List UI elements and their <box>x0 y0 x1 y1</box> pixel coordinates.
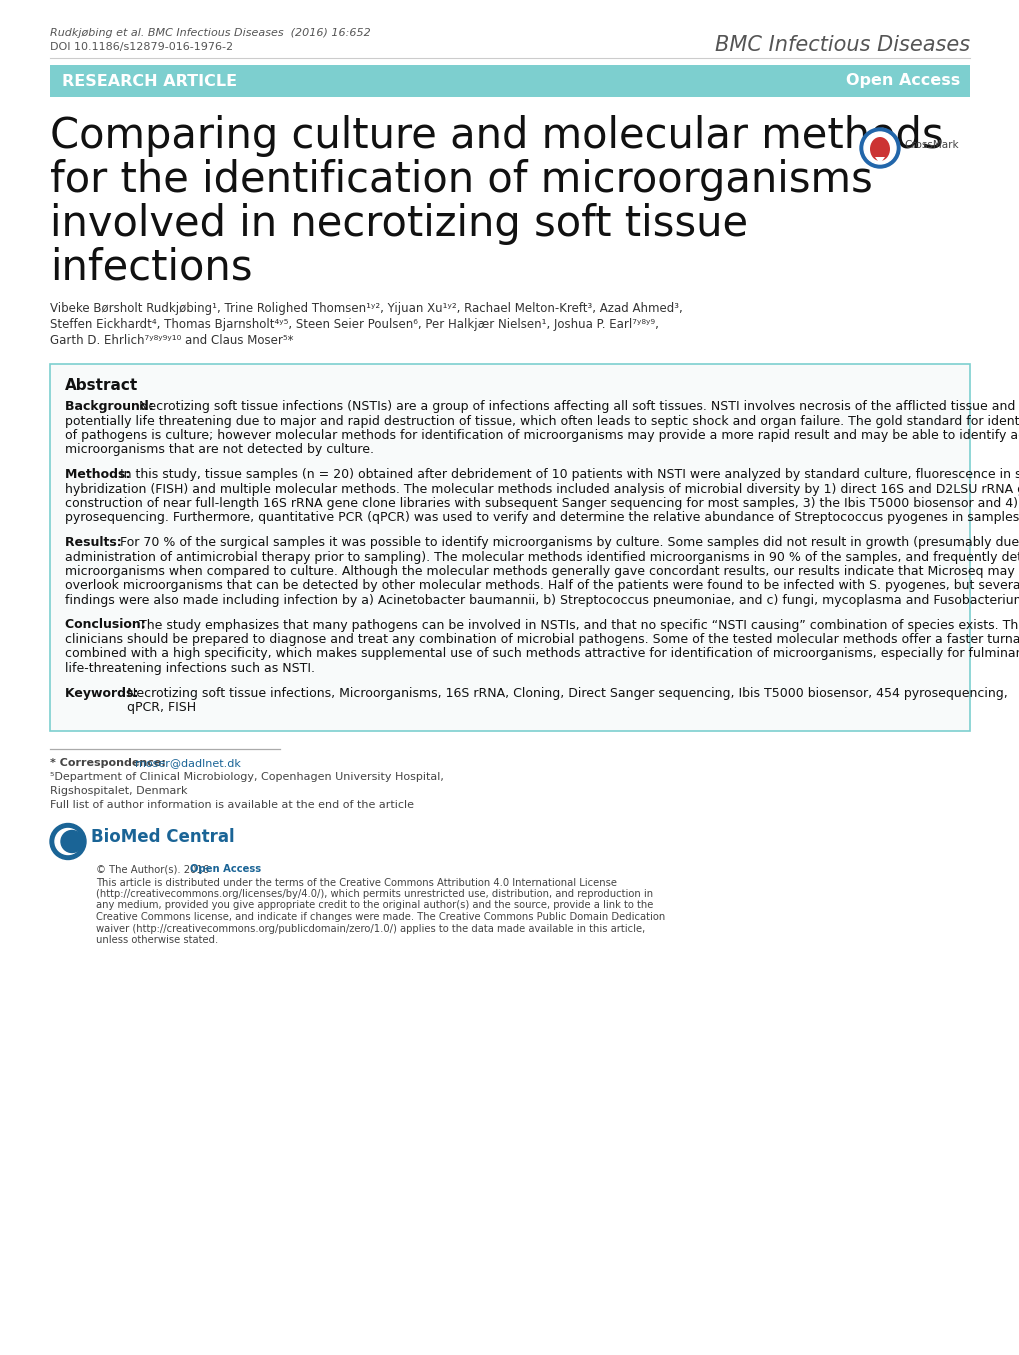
Text: hybridization (FISH) and multiple molecular methods. The molecular methods inclu: hybridization (FISH) and multiple molecu… <box>65 482 1019 496</box>
Text: BioMed Central: BioMed Central <box>91 828 234 846</box>
Text: RESEARCH ARTICLE: RESEARCH ARTICLE <box>62 73 236 88</box>
Text: life-threatening infections such as NSTI.: life-threatening infections such as NSTI… <box>65 663 315 675</box>
Text: Keywords:: Keywords: <box>65 687 143 699</box>
Text: Background:: Background: <box>65 400 158 413</box>
Text: Full list of author information is available at the end of the article: Full list of author information is avail… <box>50 801 414 810</box>
Text: of pathogens is culture; however molecular methods for identification of microor: of pathogens is culture; however molecul… <box>65 430 1019 442</box>
Text: involved in necrotizing soft tissue: involved in necrotizing soft tissue <box>50 203 747 245</box>
Text: BMC Infectious Diseases: BMC Infectious Diseases <box>714 35 969 56</box>
Text: combined with a high specificity, which makes supplemental use of such methods a: combined with a high specificity, which … <box>65 648 1019 660</box>
Text: administration of antimicrobial therapy prior to sampling). The molecular method: administration of antimicrobial therapy … <box>65 550 1019 564</box>
FancyBboxPatch shape <box>50 364 969 730</box>
Text: CrossMark: CrossMark <box>903 140 958 150</box>
Circle shape <box>55 828 81 855</box>
Text: any medium, provided you give appropriate credit to the original author(s) and t: any medium, provided you give appropriat… <box>96 901 653 911</box>
Text: In this study, tissue samples (n = 20) obtained after debridement of 10 patients: In this study, tissue samples (n = 20) o… <box>120 467 1019 481</box>
Text: Garth D. Ehrlich⁷ʸ⁸ʸ⁹ʸ¹⁰ and Claus Moser⁵*: Garth D. Ehrlich⁷ʸ⁸ʸ⁹ʸ¹⁰ and Claus Moser… <box>50 333 293 347</box>
Text: Creative Commons license, and indicate if changes were made. The Creative Common: Creative Commons license, and indicate i… <box>96 912 664 921</box>
Text: Methods:: Methods: <box>65 467 135 481</box>
Text: moser@dadlnet.dk: moser@dadlnet.dk <box>135 759 240 768</box>
Text: Steffen Eickhardt⁴, Thomas Bjarnsholt⁴ʸ⁵, Steen Seier Poulsen⁶, Per Halkjær Niel: Steffen Eickhardt⁴, Thomas Bjarnsholt⁴ʸ⁵… <box>50 318 658 331</box>
Text: construction of near full-length 16S rRNA gene clone libraries with subsequent S: construction of near full-length 16S rRN… <box>65 497 1019 509</box>
Text: infections: infections <box>50 247 253 289</box>
Text: ⁵Department of Clinical Microbiology, Copenhagen University Hospital,: ⁵Department of Clinical Microbiology, Co… <box>50 772 443 782</box>
Ellipse shape <box>869 137 890 161</box>
Text: Necrotizing soft tissue infections (NSTIs) are a group of infections affecting a: Necrotizing soft tissue infections (NSTI… <box>139 400 1019 413</box>
Text: Open Access: Open Access <box>191 864 265 874</box>
Text: Necrotizing soft tissue infections, Microorganisms, 16S rRNA, Cloning, Direct Sa: Necrotizing soft tissue infections, Micr… <box>126 687 1007 714</box>
Circle shape <box>863 131 895 164</box>
Text: The study emphasizes that many pathogens can be involved in NSTIs, and that no s: The study emphasizes that many pathogens… <box>139 618 1019 631</box>
Text: potentially life threatening due to major and rapid destruction of tissue, which: potentially life threatening due to majo… <box>65 415 1019 427</box>
Text: Rigshospitalet, Denmark: Rigshospitalet, Denmark <box>50 786 187 797</box>
Text: pyrosequencing. Furthermore, quantitative PCR (qPCR) was used to verify and dete: pyrosequencing. Furthermore, quantitativ… <box>65 511 1019 524</box>
Text: © The Author(s). 2016: © The Author(s). 2016 <box>96 864 215 874</box>
Text: microorganisms when compared to culture. Although the molecular methods generall: microorganisms when compared to culture.… <box>65 565 1019 579</box>
Text: (http://creativecommons.org/licenses/by/4.0/), which permits unrestricted use, d: (http://creativecommons.org/licenses/by/… <box>96 889 652 898</box>
Circle shape <box>50 824 86 859</box>
Text: clinicians should be prepared to diagnose and treat any combination of microbial: clinicians should be prepared to diagnos… <box>65 633 1019 646</box>
FancyBboxPatch shape <box>50 65 969 98</box>
Text: * Correspondence:: * Correspondence: <box>50 759 169 768</box>
Text: findings were also made including infection by a) Acinetobacter baumannii, b) St: findings were also made including infect… <box>65 593 1019 607</box>
Text: waiver (http://creativecommons.org/publicdomain/zero/1.0/) applies to the data m: waiver (http://creativecommons.org/publi… <box>96 924 645 934</box>
Text: This article is distributed under the terms of the Creative Commons Attribution : This article is distributed under the te… <box>96 878 616 888</box>
Circle shape <box>859 127 899 168</box>
Text: Open Access: Open Access <box>845 73 959 88</box>
Text: unless otherwise stated.: unless otherwise stated. <box>96 935 218 944</box>
Text: microorganisms that are not detected by culture.: microorganisms that are not detected by … <box>65 443 374 457</box>
Text: Abstract: Abstract <box>65 378 139 393</box>
Text: Vibeke Børsholt Rudkjøbing¹, Trine Rolighed Thomsen¹ʸ², Yijuan Xu¹ʸ², Rachael Me: Vibeke Børsholt Rudkjøbing¹, Trine Rolig… <box>50 302 682 314</box>
Text: for the identification of microorganisms: for the identification of microorganisms <box>50 159 872 201</box>
Text: DOI 10.1186/s12879-016-1976-2: DOI 10.1186/s12879-016-1976-2 <box>50 42 233 51</box>
Text: For 70 % of the surgical samples it was possible to identify microorganisms by c: For 70 % of the surgical samples it was … <box>120 537 1019 549</box>
Text: overlook microorganisms that can be detected by other molecular methods. Half of: overlook microorganisms that can be dete… <box>65 580 1019 592</box>
Text: Comparing culture and molecular methods: Comparing culture and molecular methods <box>50 115 943 157</box>
Text: Results:: Results: <box>65 537 126 549</box>
Text: Conclusion:: Conclusion: <box>65 618 150 631</box>
FancyArrow shape <box>874 157 884 164</box>
Text: Rudkjøbing et al. BMC Infectious Diseases  (2016) 16:652: Rudkjøbing et al. BMC Infectious Disease… <box>50 28 370 38</box>
Circle shape <box>61 831 83 852</box>
